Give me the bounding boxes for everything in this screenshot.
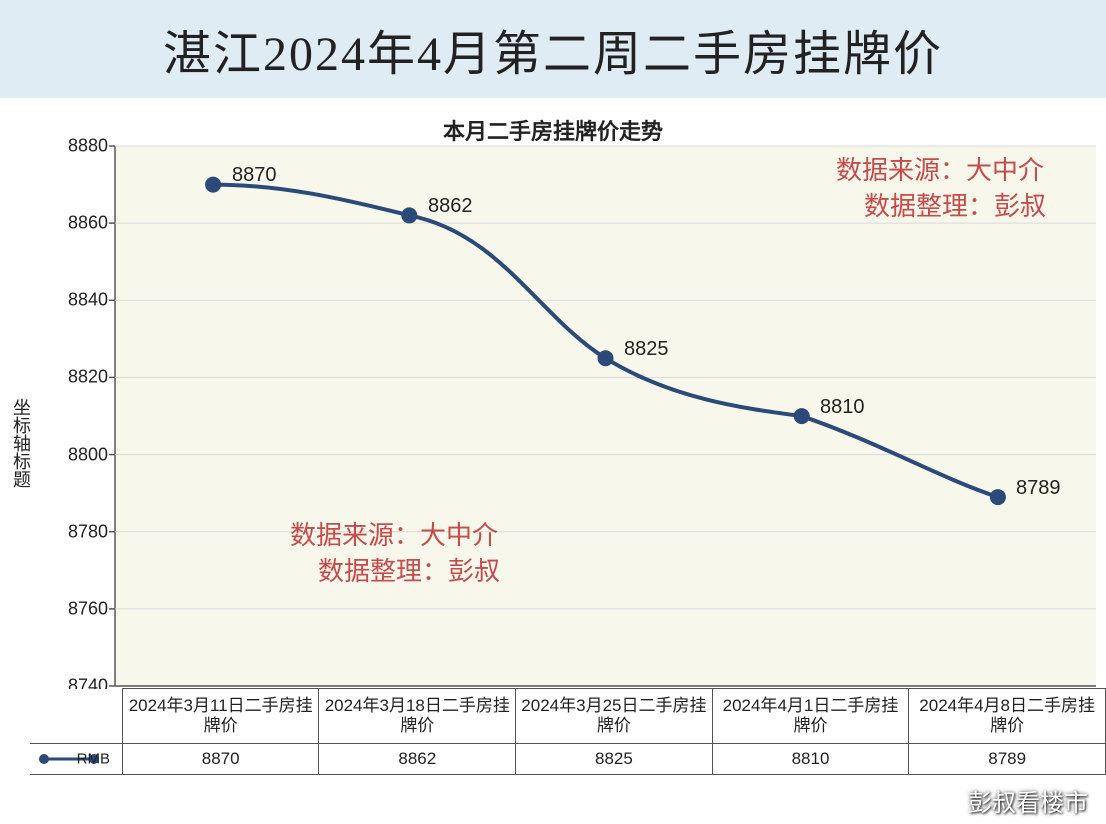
annotation-source: 数据来源：大中介 xyxy=(836,153,1046,189)
table-header-3: 2024年4月1日二手房挂牌价 xyxy=(712,689,909,744)
legend-cell: RMB xyxy=(30,743,122,774)
table-cell-0: 8870 xyxy=(122,743,319,774)
ytick-8780: 8780 xyxy=(68,521,108,542)
table-cell-2: 8825 xyxy=(516,743,713,774)
data-table: 2024年3月11日二手房挂牌价 2024年3月18日二手房挂牌价 2024年3… xyxy=(30,688,1106,775)
legend-label: RMB xyxy=(77,750,110,767)
ytick-8840: 8840 xyxy=(68,290,108,311)
ytick-8800: 8800 xyxy=(68,444,108,465)
table-header-row: 2024年3月11日二手房挂牌价 2024年3月18日二手房挂牌价 2024年3… xyxy=(30,689,1106,744)
table-header-2: 2024年3月25日二手房挂牌价 xyxy=(516,689,713,744)
chart-container: 湛江2024年4月第二周二手房挂牌价 本月二手房挂牌价走势 坐标轴标题 xyxy=(0,0,1106,824)
annotation-author: 数据整理：彭叔 xyxy=(836,189,1046,225)
ytick-8820: 8820 xyxy=(68,367,108,388)
ytick-8860: 8860 xyxy=(68,213,108,234)
point-label-3: 8810 xyxy=(820,396,865,419)
point-label-0: 8870 xyxy=(232,164,277,187)
ytick-8760: 8760 xyxy=(68,598,108,619)
table-cell-4: 8789 xyxy=(909,743,1106,774)
point-label-2: 8825 xyxy=(624,338,669,361)
chart-area: 本月二手房挂牌价走势 坐标轴标题 xyxy=(0,98,1106,824)
annotation-author-2: 数据整理：彭叔 xyxy=(290,554,500,590)
y-tick-marks xyxy=(109,146,115,686)
data-table-wrap: 2024年3月11日二手房挂牌价 2024年3月18日二手房挂牌价 2024年3… xyxy=(30,688,1106,775)
annotation-source-2: 数据来源：大中介 xyxy=(290,518,500,554)
table-cell-3: 8810 xyxy=(712,743,909,774)
page-title: 湛江2024年4月第二周二手房挂牌价 xyxy=(163,14,943,84)
table-header-1: 2024年3月18日二手房挂牌价 xyxy=(319,689,516,744)
table-cell-1: 8862 xyxy=(319,743,516,774)
table-data-row: RMB 8870 8862 8825 8810 8789 xyxy=(30,743,1106,774)
annotation-top: 数据来源：大中介 数据整理：彭叔 xyxy=(836,153,1046,226)
table-corner xyxy=(30,689,122,744)
point-label-1: 8862 xyxy=(428,195,473,218)
point-label-4: 8789 xyxy=(1016,477,1061,500)
watermark: 彭叔看楼市 xyxy=(968,783,1088,818)
table-header-0: 2024年3月11日二手房挂牌价 xyxy=(122,689,319,744)
annotation-bottom: 数据来源：大中介 数据整理：彭叔 xyxy=(290,518,500,591)
plot-background xyxy=(115,146,1096,686)
legend-dot-icon xyxy=(39,754,49,764)
ytick-8880: 8880 xyxy=(68,136,108,157)
table-header-4: 2024年4月8日二手房挂牌价 xyxy=(909,689,1106,744)
title-banner: 湛江2024年4月第二周二手房挂牌价 xyxy=(0,0,1106,98)
